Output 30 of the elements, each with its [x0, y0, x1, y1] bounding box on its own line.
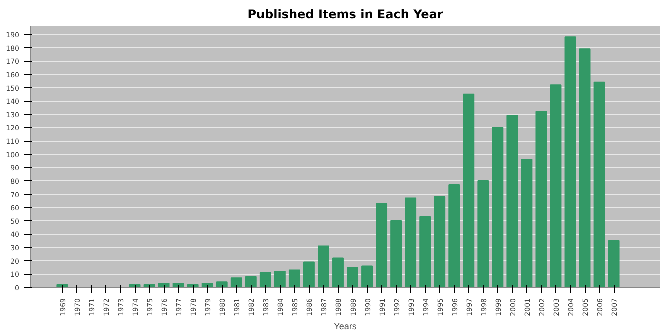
- bar: [347, 267, 358, 288]
- bar: [434, 196, 446, 288]
- bar: [405, 198, 417, 288]
- bar: [390, 220, 402, 288]
- bar: [230, 278, 242, 288]
- bar: [608, 240, 620, 288]
- bar: [579, 48, 591, 288]
- bar: [506, 115, 518, 288]
- bar: [376, 203, 388, 288]
- bar: [318, 246, 330, 288]
- bar: [448, 184, 460, 288]
- bar: [260, 272, 272, 288]
- bar: [332, 258, 344, 288]
- bar: [216, 282, 228, 288]
- bar: [463, 94, 475, 288]
- bar: [288, 270, 300, 288]
- bar: [478, 180, 490, 288]
- bar: [245, 276, 257, 288]
- chart-title: Published Items in Each Year: [248, 8, 444, 22]
- bar: [550, 84, 562, 288]
- bar: [536, 111, 548, 288]
- bar: [492, 127, 504, 288]
- bar: [274, 271, 286, 288]
- bar: [362, 266, 373, 288]
- bar: [521, 159, 533, 288]
- bar: [594, 82, 606, 288]
- bar: [420, 216, 432, 288]
- x-axis-title: Years: [334, 321, 358, 332]
- bar: [564, 36, 576, 288]
- bar: [303, 262, 315, 288]
